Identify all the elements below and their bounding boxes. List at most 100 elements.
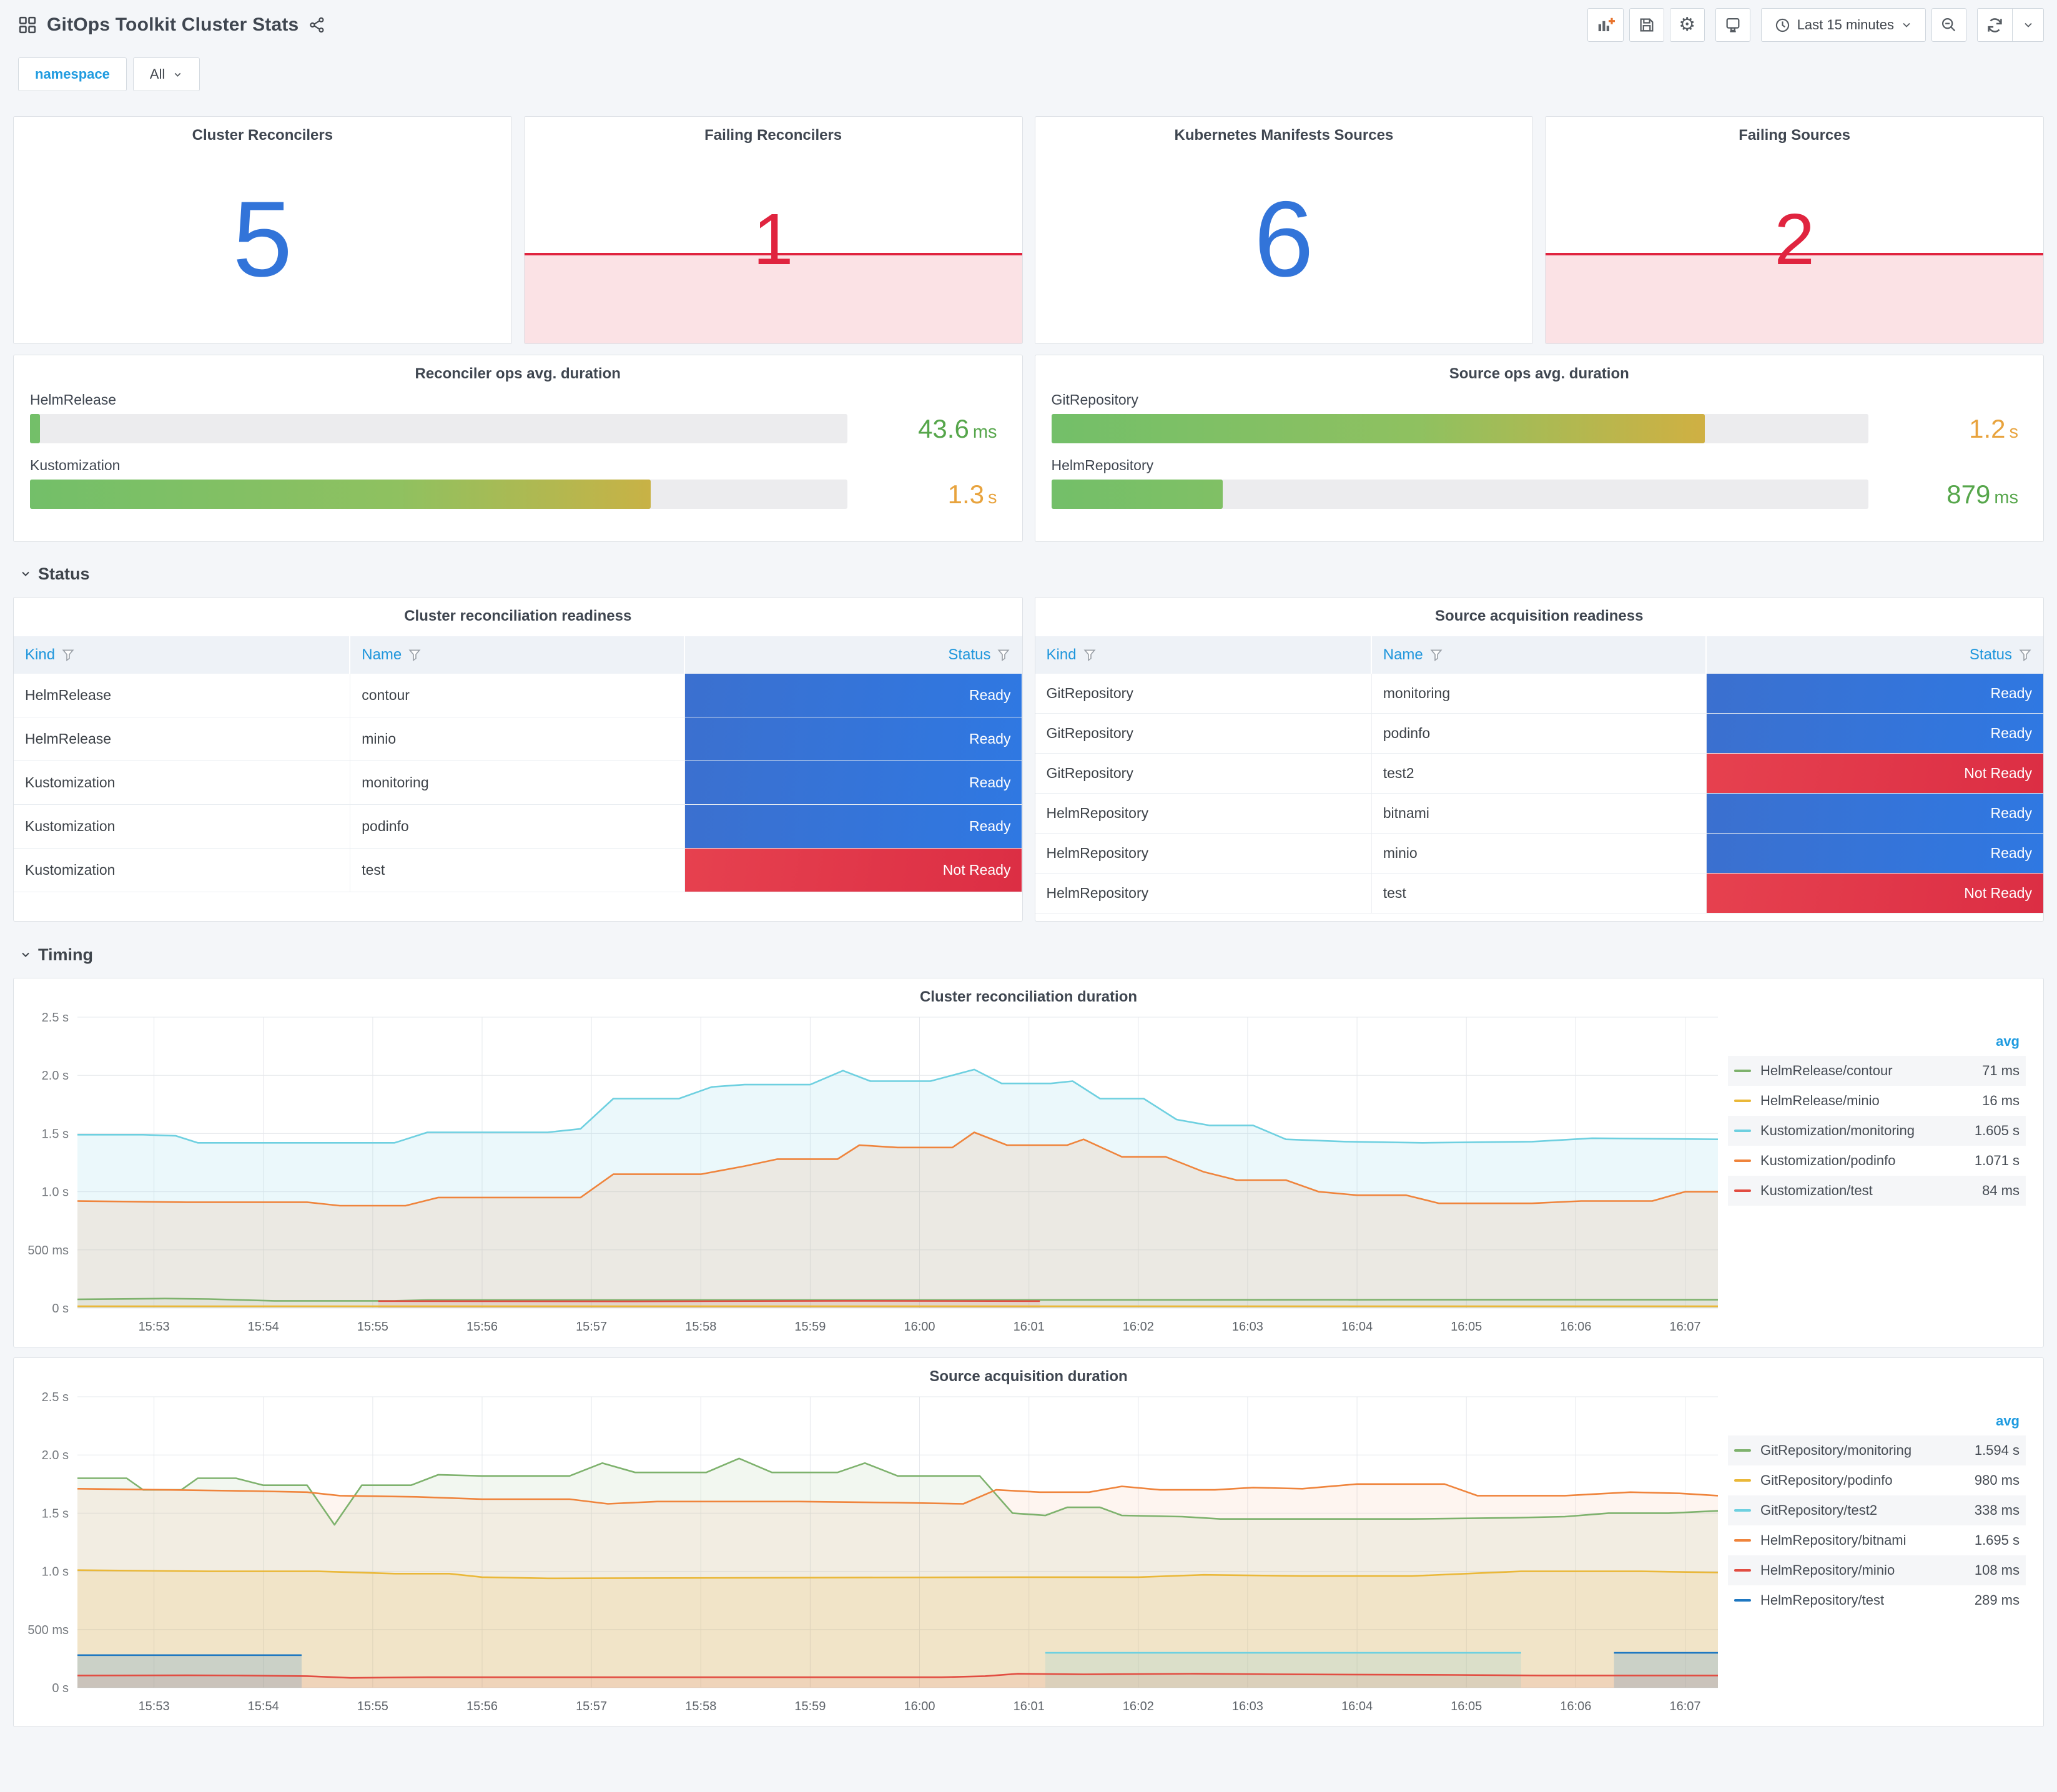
- column-header-kind[interactable]: Kind: [14, 636, 351, 674]
- table-row: GitRepository monitoring Ready: [1035, 674, 2043, 714]
- filter-icon[interactable]: [997, 648, 1010, 662]
- gauge-panel-reconciler-ops[interactable]: Reconciler ops avg. duration HelmRelease…: [13, 355, 1023, 542]
- panel-title: Cluster Reconcilers: [192, 127, 333, 144]
- cell-kind: Kustomization: [14, 805, 351, 848]
- chart-legend: avg GitRepository/monitoring 1.594 s GitRep…: [1728, 1386, 2043, 1721]
- panel-title: Failing Sources: [1739, 127, 1850, 144]
- time-range-picker[interactable]: Last 15 minutes: [1760, 8, 1926, 42]
- add-panel-button[interactable]: [1587, 8, 1624, 42]
- svg-text:16:00: 16:00: [904, 1320, 935, 1334]
- column-header-name[interactable]: Name: [350, 636, 686, 674]
- gauge-value: 1.2 s: [1969, 413, 2018, 443]
- legend-avg-header[interactable]: avg: [1996, 1413, 2020, 1429]
- svg-text:16:02: 16:02: [1123, 1320, 1154, 1334]
- legend-item[interactable]: HelmRepository/minio 108 ms: [1728, 1555, 2026, 1585]
- svg-text:16:01: 16:01: [1014, 1700, 1045, 1713]
- zoom-out-time-button[interactable]: [1931, 8, 1966, 42]
- chart-panel-source-acquisition-duration[interactable]: Source acquisition duration 0 s 500 ms 1.0…: [13, 1357, 2044, 1727]
- stat-panel-failing-sources[interactable]: Failing Sources 2: [1545, 116, 2044, 344]
- legend-item[interactable]: GitRepository/monitoring 1.594 s: [1728, 1435, 2026, 1465]
- section-header-timing[interactable]: Timing: [19, 940, 2044, 969]
- variable-namespace-value-dropdown[interactable]: All: [132, 57, 200, 91]
- refresh-interval-dropdown[interactable]: [2013, 8, 2044, 42]
- svg-text:15:54: 15:54: [248, 1700, 279, 1713]
- page-title: GitOps Toolkit Cluster Stats: [47, 14, 299, 35]
- legend-item[interactable]: HelmRelease/minio 16 ms: [1728, 1086, 2026, 1116]
- series-color-swatch: [1734, 1479, 1751, 1482]
- filter-icon[interactable]: [1083, 648, 1097, 662]
- svg-text:1.5 s: 1.5 s: [42, 1127, 69, 1141]
- status-badge: Ready: [685, 674, 1022, 717]
- gauge-panel-source-ops[interactable]: Source ops avg. duration GitRepository 1.…: [1034, 355, 2044, 542]
- cell-name: test: [1372, 874, 1707, 913]
- svg-text:15:56: 15:56: [466, 1700, 498, 1713]
- stat-value: 1: [752, 199, 794, 280]
- column-header-status[interactable]: Status: [1707, 636, 2043, 674]
- legend-item[interactable]: Kustomization/test 84 ms: [1728, 1176, 2026, 1206]
- filter-icon[interactable]: [408, 648, 422, 662]
- svg-text:15:56: 15:56: [466, 1320, 498, 1334]
- legend-item[interactable]: Kustomization/monitoring 1.605 s: [1728, 1116, 2026, 1146]
- status-badge: Ready: [685, 761, 1022, 804]
- gear-icon: ⚙: [1679, 14, 1696, 35]
- time-series-plot[interactable]: 0 s 500 ms 1.0 s 1.5 s 2.0 s 2.5 s 15:53 15:54 1…: [14, 1386, 1728, 1721]
- gauge-track: [1051, 414, 1868, 443]
- table-row: HelmRelease contour Ready: [14, 674, 1022, 717]
- table-panel-source-acquisition-readiness[interactable]: Source acquisition readiness Kind Name Sta…: [1034, 597, 2044, 922]
- filter-icon[interactable]: [1429, 648, 1443, 662]
- stat-panel-failing-reconcilers[interactable]: Failing Reconcilers 1: [523, 116, 1023, 344]
- panel-title: Cluster reconciliation readiness: [404, 608, 632, 624]
- gauge-value: 43.6 ms: [918, 413, 997, 443]
- dashboard-settings-button[interactable]: ⚙: [1669, 8, 1705, 42]
- svg-text:500 ms: 500 ms: [27, 1623, 69, 1637]
- column-header-name[interactable]: Name: [1372, 636, 1707, 674]
- filter-icon[interactable]: [61, 648, 75, 662]
- legend-item[interactable]: Kustomization/podinfo 1.071 s: [1728, 1146, 2026, 1176]
- gauge-label: GitRepository: [1051, 391, 1138, 408]
- legend-avg-header[interactable]: avg: [1996, 1033, 2020, 1049]
- gauge-label: HelmRelease: [30, 391, 117, 408]
- status-badge: Not Ready: [685, 849, 1022, 892]
- chart-panel-cluster-reconciliation-duration[interactable]: Cluster reconciliation duration 0 s 500 m…: [13, 978, 2044, 1347]
- series-avg-value: 1.071 s: [1974, 1153, 2020, 1168]
- dashboard-page: GitOps Toolkit Cluster Stats: [13, 8, 2044, 1727]
- cycle-view-mode-button[interactable]: [1715, 8, 1750, 42]
- series-color-swatch: [1734, 1449, 1751, 1452]
- section-header-status[interactable]: Status: [19, 559, 2044, 588]
- time-range-label: Last 15 minutes: [1797, 17, 1894, 32]
- time-series-plot[interactable]: 0 s 500 ms 1.0 s 1.5 s 2.0 s 2.5 s 15:53 15:54 1…: [14, 1006, 1728, 1342]
- svg-text:16:05: 16:05: [1451, 1320, 1482, 1334]
- series-avg-value: 338 ms: [1974, 1502, 2020, 1518]
- series-name: HelmRepository/test: [1760, 1592, 1885, 1608]
- section-label: Status: [38, 564, 90, 583]
- gauge-fill: [1051, 414, 1705, 443]
- share-icon[interactable]: [308, 16, 326, 34]
- stat-panels-row: Cluster Reconcilers 5 Failing Reconciler…: [13, 116, 2044, 344]
- gauge-value: 1.3 s: [947, 479, 997, 509]
- legend-item[interactable]: HelmRelease/contour 71 ms: [1728, 1056, 2026, 1086]
- variable-namespace-label[interactable]: namespace: [18, 57, 127, 91]
- table-panel-cluster-reconciliation-readiness[interactable]: Cluster reconciliation readiness Kind Nam…: [13, 597, 1023, 922]
- svg-text:1.0 s: 1.0 s: [42, 1565, 69, 1579]
- status-badge: Not Ready: [1706, 874, 2043, 913]
- legend-item[interactable]: HelmRepository/bitnami 1.695 s: [1728, 1525, 2026, 1555]
- stat-panel-kubernetes-manifests-sources[interactable]: Kubernetes Manifests Sources 6: [1034, 116, 1534, 344]
- refresh-dashboard-button[interactable]: [1977, 8, 2013, 42]
- svg-text:1.5 s: 1.5 s: [42, 1507, 69, 1520]
- filter-icon[interactable]: [2018, 648, 2032, 662]
- column-header-kind[interactable]: Kind: [1035, 636, 1372, 674]
- save-dashboard-button[interactable]: [1629, 8, 1664, 42]
- svg-text:16:00: 16:00: [904, 1700, 935, 1713]
- legend-item[interactable]: GitRepository/podinfo 980 ms: [1728, 1465, 2026, 1495]
- column-header-status[interactable]: Status: [685, 636, 1022, 674]
- dashboard-grid-icon[interactable]: [18, 16, 37, 34]
- legend-item[interactable]: GitRepository/test2 338 ms: [1728, 1495, 2026, 1525]
- legend-item[interactable]: HelmRepository/test 289 ms: [1728, 1585, 2026, 1615]
- svg-text:2.5 s: 2.5 s: [42, 1011, 69, 1025]
- gauge-label: Kustomization: [30, 457, 121, 473]
- stat-panel-cluster-reconcilers[interactable]: Cluster Reconcilers 5: [13, 116, 512, 344]
- chevron-down-icon: [22, 952, 29, 957]
- series-name: Kustomization/podinfo: [1760, 1153, 1896, 1168]
- panel-title: Cluster reconciliation duration: [919, 988, 1138, 1005]
- series-color-swatch: [1734, 1159, 1751, 1162]
